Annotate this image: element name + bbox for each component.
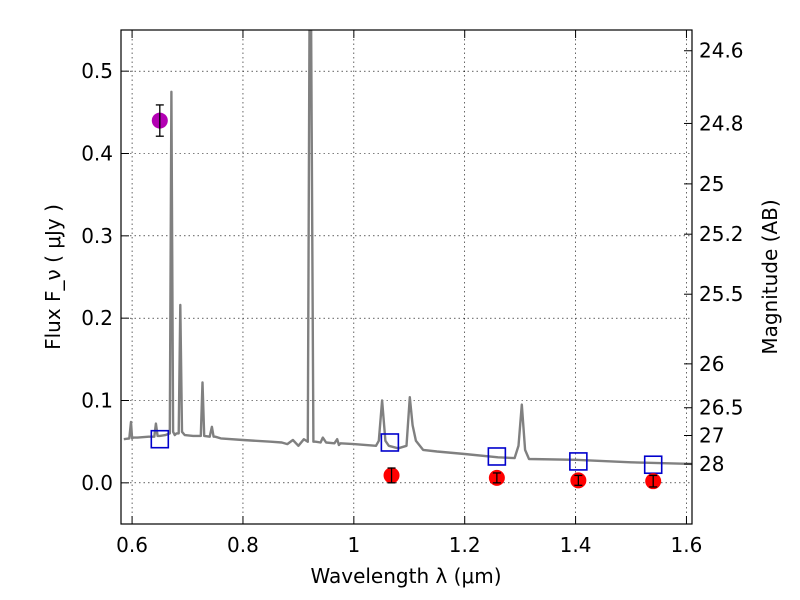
- marker-layer: [150, 104, 663, 490]
- right-axis-tick-label: 25: [699, 172, 724, 196]
- right-axis-tick-label: 26.5: [699, 396, 744, 420]
- model-photometry-square: [487, 447, 507, 466]
- right-axis-tick-label: 25.5: [699, 282, 744, 306]
- x-axis-label: Wavelength λ (μm): [310, 564, 501, 588]
- x-tick-label: 0.8: [227, 533, 259, 557]
- ticks: 0.6 0.8 1 1.2 1.4 1.6 0.0 0.1 0.2 0.3 0.4 0.5 24.6 24…: [81, 30, 744, 557]
- y-axis-label: Flux F_ν ( μJy ): [41, 204, 65, 350]
- x-tick-label: 1: [347, 533, 360, 557]
- right-axis-label: Magnitude (AB): [758, 199, 782, 354]
- right-axis-tick-label: 26: [699, 352, 724, 376]
- right-axis-tick-label: 27: [699, 423, 724, 447]
- x-tick-label: 0.6: [116, 533, 148, 557]
- right-axis-tick-label: 25.2: [699, 222, 744, 246]
- y-tick-label: 0.1: [81, 389, 113, 413]
- y-tick-label: 0.3: [81, 224, 113, 248]
- right-axis-tick-label: 28: [699, 452, 724, 476]
- y-tick-label: 0.2: [81, 306, 113, 330]
- spectrum-layer: [123, 30, 692, 466]
- grid: [121, 30, 692, 524]
- spectrum-line: [123, 30, 692, 466]
- model-photometry-square: [380, 433, 400, 452]
- model-photometry-square: [569, 452, 588, 471]
- y-tick-label: 0.4: [81, 142, 113, 166]
- right-axis-tick-label: 24.8: [699, 111, 744, 135]
- model-photometry-square: [150, 429, 170, 449]
- y-tick-label: 0.0: [81, 471, 113, 495]
- x-tick-label: 1.2: [449, 533, 481, 557]
- model-photometry-square: [643, 455, 663, 475]
- x-tick-label: 1.6: [671, 533, 703, 557]
- right-axis-tick-label: 24.6: [699, 39, 744, 63]
- x-tick-label: 1.4: [560, 533, 592, 557]
- plot-frame: [120, 29, 693, 525]
- y-tick-label: 0.5: [81, 59, 113, 83]
